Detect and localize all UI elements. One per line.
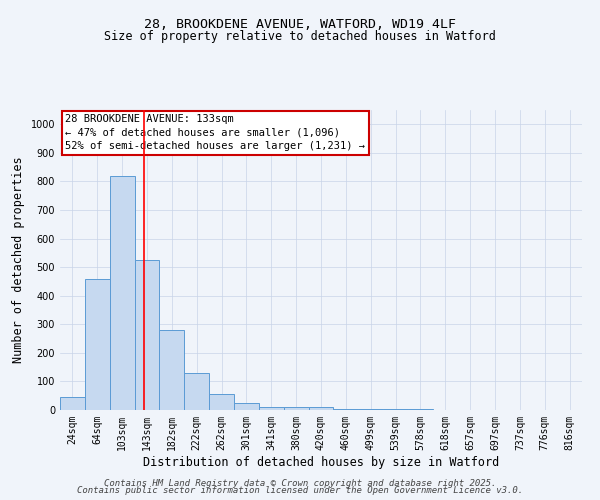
Bar <box>160 330 184 410</box>
Bar <box>85 278 110 410</box>
Bar <box>60 397 85 410</box>
Bar <box>334 408 358 410</box>
Text: Contains HM Land Registry data © Crown copyright and database right 2025.: Contains HM Land Registry data © Crown c… <box>104 478 496 488</box>
Bar <box>134 260 160 410</box>
Bar <box>284 406 308 410</box>
Bar <box>308 406 334 410</box>
Text: 28, BROOKDENE AVENUE, WATFORD, WD19 4LF: 28, BROOKDENE AVENUE, WATFORD, WD19 4LF <box>144 18 456 30</box>
Bar <box>259 407 284 410</box>
Y-axis label: Number of detached properties: Number of detached properties <box>12 156 25 364</box>
Bar <box>209 394 234 410</box>
Text: Size of property relative to detached houses in Watford: Size of property relative to detached ho… <box>104 30 496 43</box>
Text: Contains public sector information licensed under the Open Government Licence v3: Contains public sector information licen… <box>77 486 523 495</box>
Bar <box>383 408 408 410</box>
Bar <box>234 403 259 410</box>
Bar <box>184 373 209 410</box>
Bar <box>110 176 134 410</box>
Text: 28 BROOKDENE AVENUE: 133sqm
← 47% of detached houses are smaller (1,096)
52% of : 28 BROOKDENE AVENUE: 133sqm ← 47% of det… <box>65 114 365 151</box>
X-axis label: Distribution of detached houses by size in Watford: Distribution of detached houses by size … <box>143 456 499 468</box>
Bar <box>358 408 383 410</box>
